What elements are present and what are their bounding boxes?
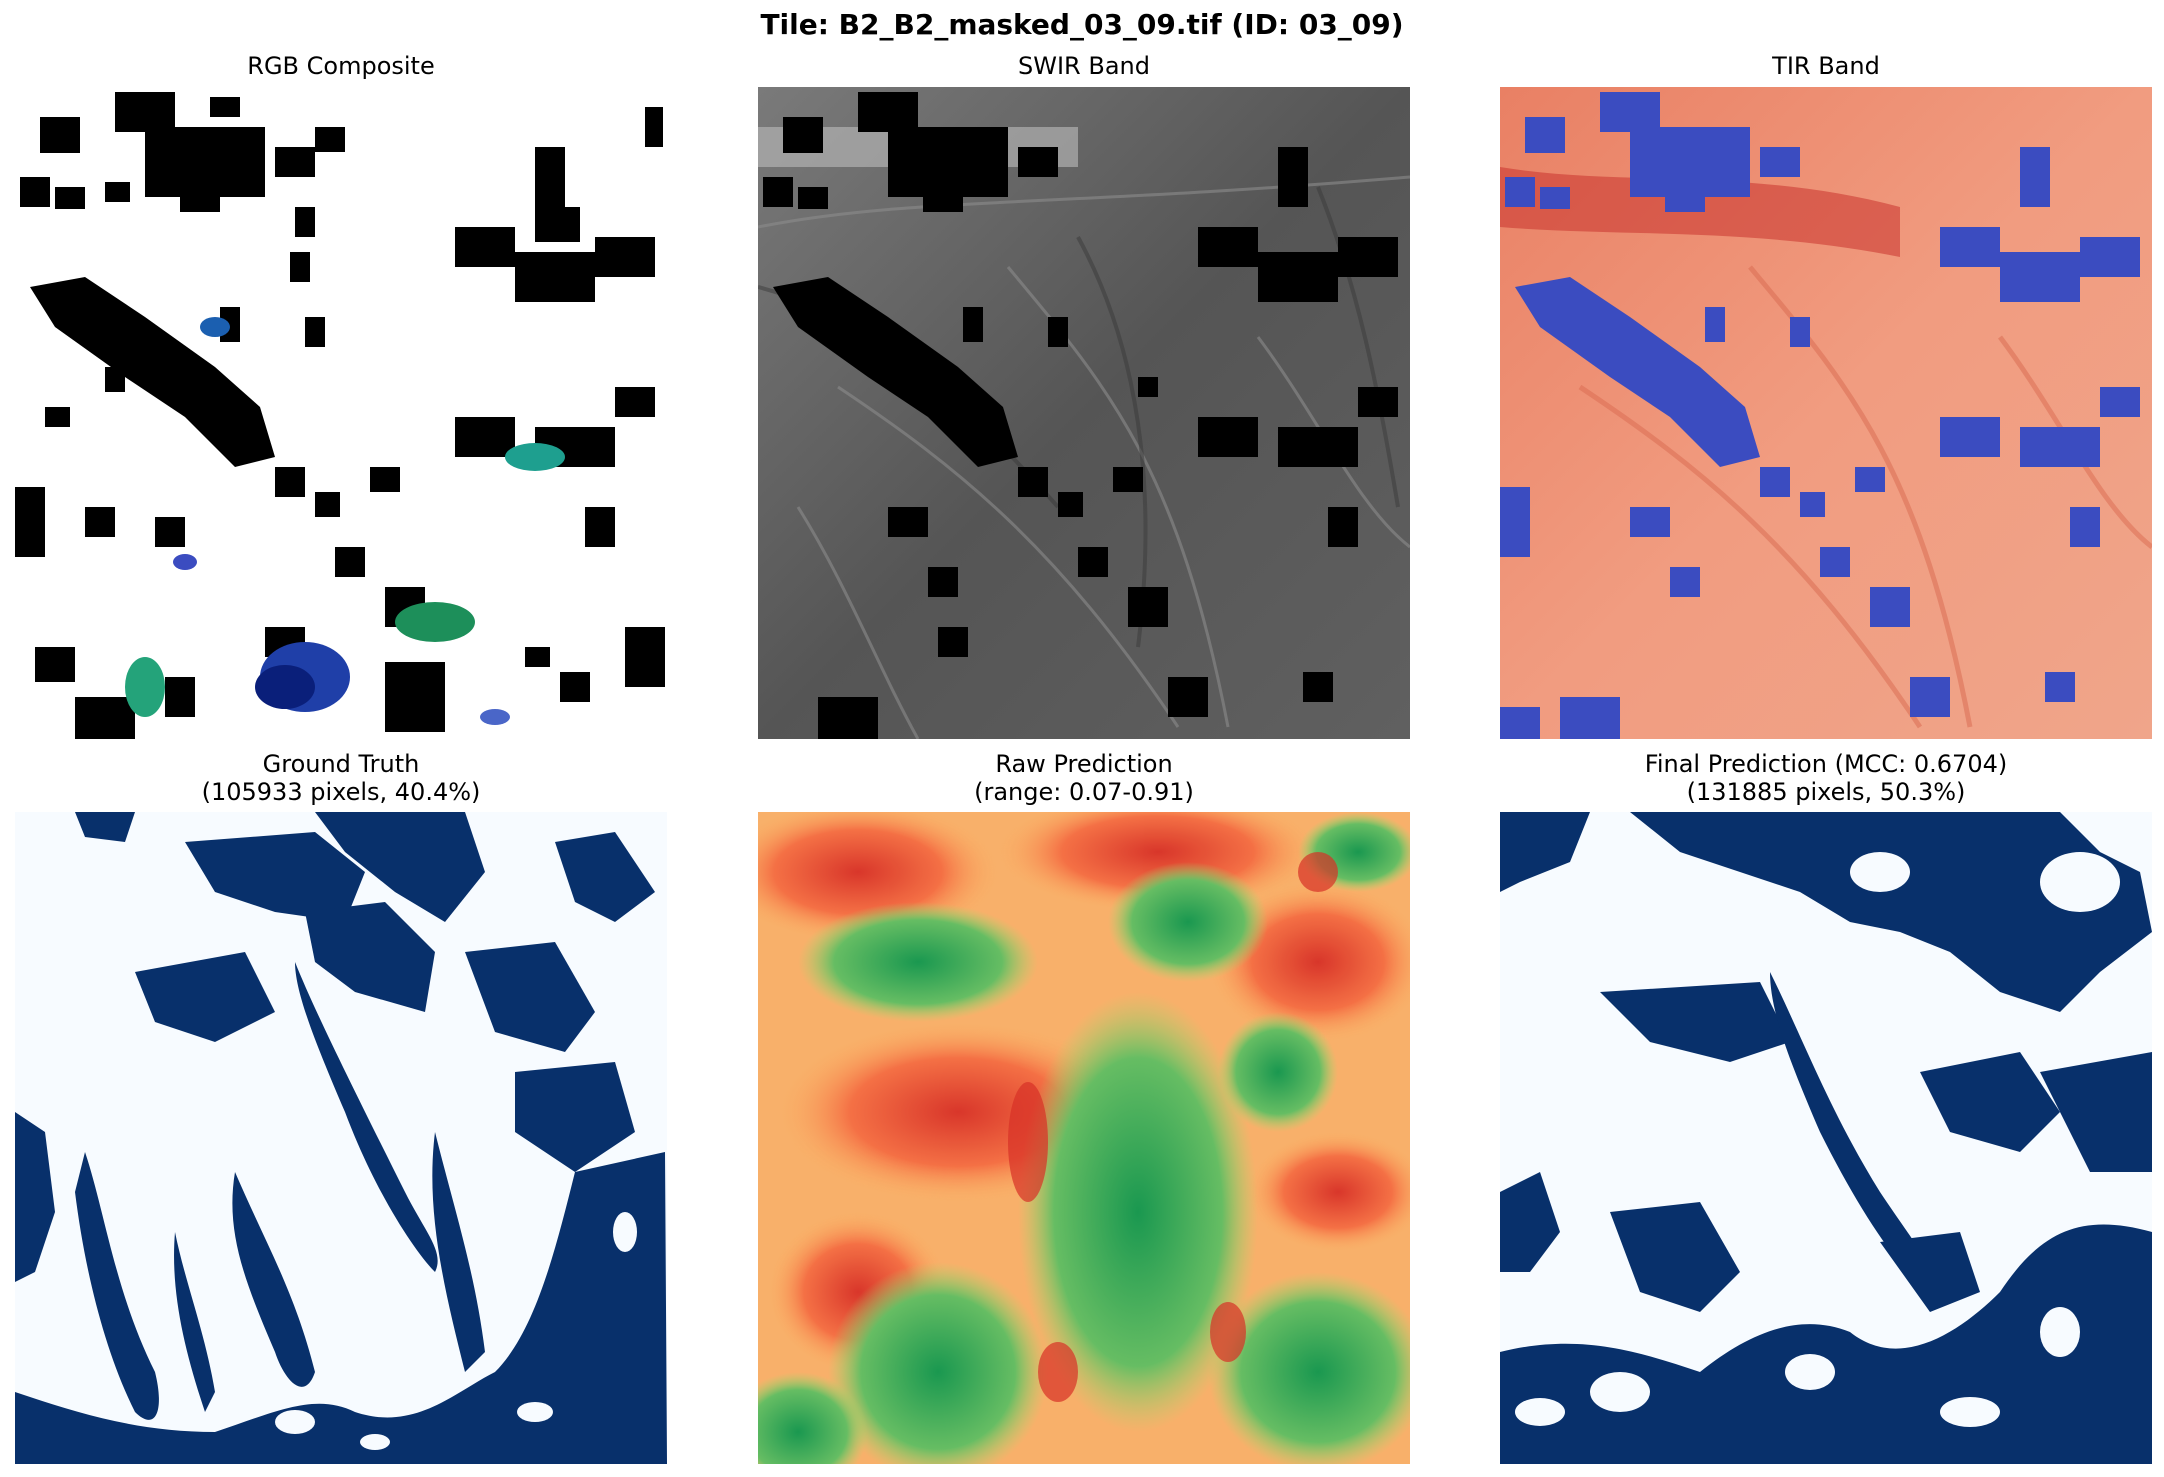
raw-prediction-image [758,812,1410,1464]
panel-swir-band: SWIR Band [758,52,1410,739]
panel-rgb-composite: RGB Composite [15,52,667,739]
panel-ground-truth: Ground Truth (105933 pixels, 40.4%) [15,750,667,1464]
rgb-composite-svg [15,87,667,739]
final-prediction-image [1500,812,2152,1464]
rgb-composite-image [15,87,667,739]
panel-final-prediction: Final Prediction (MCC: 0.6704) (131885 p… [1500,750,2152,1464]
panel-subtitle: (131885 pixels, 50.3%) [1686,778,1966,806]
final-prediction-svg [1500,812,2152,1464]
panel-title: Final Prediction (MCC: 0.6704) [1644,750,2008,778]
swir-band-image [758,87,1410,739]
panel-subtitle: (range: 0.07-0.91) [974,778,1194,806]
ground-truth-svg [15,812,667,1464]
panel-title: Ground Truth [262,750,420,778]
tir-band-svg [1500,87,2152,739]
panel-title: Raw Prediction [995,750,1173,778]
panel-title: SWIR Band [1018,52,1150,80]
tir-band-image [1500,87,2152,739]
panel-raw-prediction: Raw Prediction (range: 0.07-0.91) [758,750,1410,1464]
panel-tir-band: TIR Band [1500,52,2152,739]
swir-band-svg [758,87,1410,739]
panel-subtitle: (105933 pixels, 40.4%) [201,778,481,806]
panel-title: RGB Composite [247,52,435,80]
raw-prediction-svg [758,812,1410,1464]
ground-truth-image [15,812,667,1464]
panel-title: TIR Band [1772,52,1880,80]
figure-title: Tile: B2_B2_masked_03_09.tif (ID: 03_09) [760,8,1404,41]
